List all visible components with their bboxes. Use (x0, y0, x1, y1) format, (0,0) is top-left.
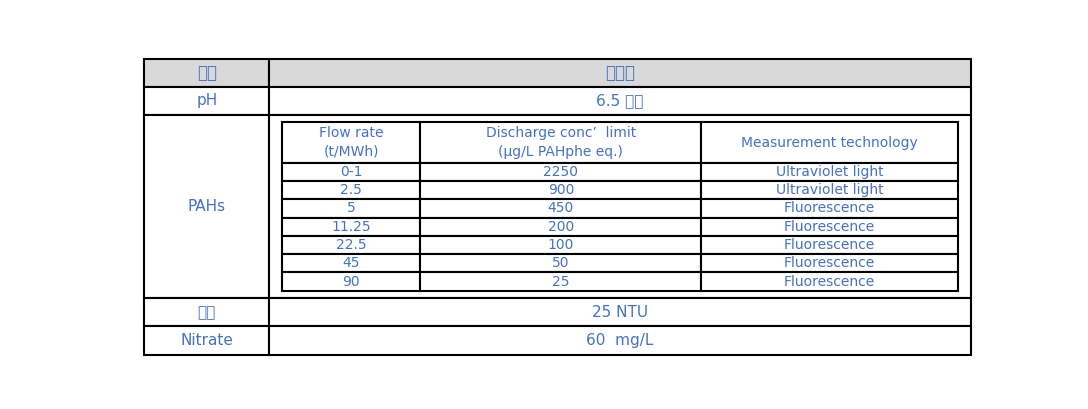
Bar (145, 298, 269, 326)
Text: PAHs: PAHs (188, 199, 226, 214)
Text: Fluorescence: Fluorescence (784, 202, 875, 216)
Bar (269, 326, 970, 355)
Text: Ultraviolet light: Ultraviolet light (776, 165, 883, 179)
Bar (701, 254, 959, 272)
Text: Fluorescence: Fluorescence (784, 238, 875, 252)
Text: 22.5: 22.5 (336, 238, 367, 252)
Text: 25 NTU: 25 NTU (592, 305, 648, 320)
Text: Fluorescence: Fluorescence (784, 274, 875, 289)
Text: 2.5: 2.5 (341, 183, 362, 197)
Text: 90: 90 (343, 274, 360, 289)
Text: 6.5 이상: 6.5 이상 (596, 93, 644, 108)
Bar (420, 272, 701, 291)
Bar (701, 181, 959, 199)
Text: 100: 100 (547, 238, 574, 252)
Bar (145, 87, 269, 115)
Text: 11.25: 11.25 (332, 220, 371, 234)
Bar (701, 272, 959, 291)
Bar (420, 181, 701, 199)
Bar (269, 87, 970, 115)
Bar (420, 122, 701, 163)
Bar (145, 115, 269, 298)
Text: 5: 5 (347, 202, 356, 216)
Bar (420, 218, 701, 236)
Bar (701, 199, 959, 218)
Text: 450: 450 (547, 202, 574, 216)
Bar (145, 326, 269, 355)
Bar (420, 163, 701, 181)
Text: 0-1: 0-1 (339, 165, 362, 179)
Text: 25: 25 (552, 274, 570, 289)
Text: Fluorescence: Fluorescence (784, 256, 875, 270)
Bar (282, 236, 420, 254)
Text: Ultraviolet light: Ultraviolet light (776, 183, 883, 197)
Bar (145, 58, 269, 87)
Text: 2250: 2250 (543, 165, 579, 179)
Text: 50: 50 (552, 256, 570, 270)
Bar (282, 272, 420, 291)
Bar (701, 163, 959, 181)
Bar (269, 298, 970, 326)
Bar (282, 122, 420, 163)
Bar (282, 254, 420, 272)
Bar (420, 199, 701, 218)
Bar (269, 58, 970, 87)
Bar (282, 218, 420, 236)
Bar (269, 115, 970, 298)
Text: 200: 200 (547, 220, 574, 234)
Text: 항목: 항목 (197, 64, 217, 82)
Bar (282, 181, 420, 199)
Text: Nitrate: Nitrate (181, 333, 233, 348)
Text: 탁도: 탁도 (198, 305, 215, 320)
Text: 45: 45 (343, 256, 360, 270)
Text: Discharge conc’  limit
(μg/L PAHphe eq.): Discharge conc’ limit (μg/L PAHphe eq.) (485, 126, 636, 159)
Text: 900: 900 (547, 183, 574, 197)
Bar (420, 236, 701, 254)
Text: Fluorescence: Fluorescence (784, 220, 875, 234)
Bar (701, 218, 959, 236)
Text: Flow rate
(t/MWh): Flow rate (t/MWh) (319, 126, 383, 159)
Bar (282, 199, 420, 218)
Bar (701, 122, 959, 163)
Bar (701, 236, 959, 254)
Bar (420, 254, 701, 272)
Text: pH: pH (196, 93, 218, 108)
Text: 60  mg/L: 60 mg/L (586, 333, 654, 348)
Text: 규제치: 규제치 (605, 64, 635, 82)
Bar (282, 163, 420, 181)
Text: Measurement technology: Measurement technology (741, 135, 918, 150)
